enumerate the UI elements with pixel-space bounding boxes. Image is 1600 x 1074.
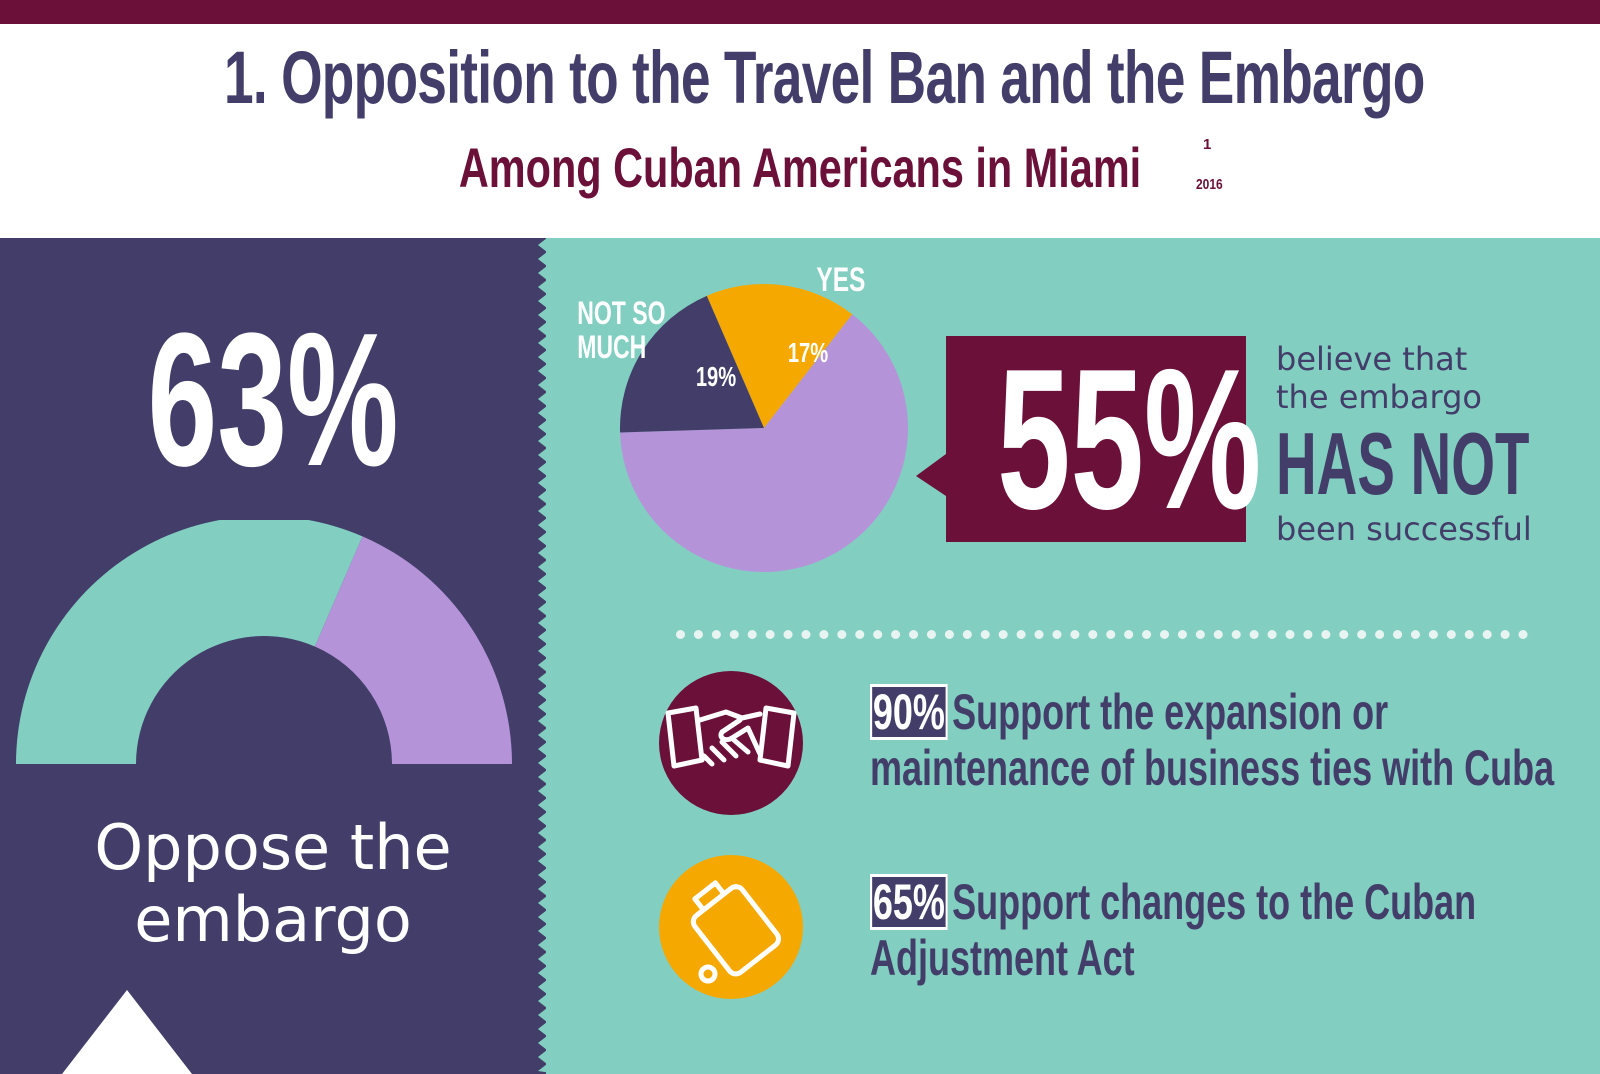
page-subtitle: Among Cuban Americans in Miami	[458, 136, 1142, 199]
page-title: 1. Opposition to the Travel Ban and the …	[224, 36, 1425, 119]
stat-business-ties: 90% Support the expansion or maintenance …	[870, 684, 1600, 796]
stat-business-line1: 90% Support the expansion or	[870, 684, 1554, 740]
pie-value-yes: 17%	[787, 337, 829, 368]
callout-line3: been successful	[1276, 510, 1532, 548]
callout-percentage: 55%	[997, 328, 1262, 551]
oppose-label-line2: embargo	[134, 883, 412, 956]
pie-label-not-so-much: NOT SO MUCH	[577, 295, 666, 365]
stat-business-line2: maintenance of business ties with Cuba	[870, 740, 1555, 796]
pie-label-yes: YES	[816, 261, 866, 299]
stat-business-text1: Support the expansion or	[952, 684, 1389, 740]
stat-adjustment-line1: 65% Support changes to the Cuban	[870, 874, 1476, 930]
handshake-icon	[659, 671, 803, 815]
stat-adjustment-text1: Support changes to the Cuban	[952, 874, 1477, 930]
oppose-label-line1: Oppose the	[94, 811, 452, 884]
callout-line2: the embargo	[1276, 378, 1482, 416]
embargo-success-pie-chart	[620, 284, 908, 572]
oppose-gauge-chart	[16, 520, 512, 764]
page-subtitle-wrap: Among Cuban Americans in Miami	[0, 128, 1600, 208]
callout-line1: believe that	[1276, 340, 1468, 378]
pie-label-not-so-much-line2: MUCH	[577, 329, 647, 365]
pie-slice-yes	[706, 284, 853, 428]
pie-slice-not-so-much	[620, 295, 764, 433]
callout-text-top: believe that the embargo	[1276, 340, 1482, 416]
zigzag-divider	[538, 238, 558, 1074]
oppose-label: Oppose the embargo	[0, 812, 546, 956]
callout-box	[916, 336, 1246, 542]
gauge-segment-oppose	[16, 520, 363, 764]
suitcase-icon	[659, 855, 803, 999]
stat-business-value: 90%	[870, 684, 948, 740]
stat-adjustment-act: 65% Support changes to the Cuban Adjustme…	[870, 874, 1600, 986]
oppose-percentage: 63%	[147, 294, 399, 506]
footnote-marker: 1	[1203, 136, 1212, 153]
survey-year: 2016	[1196, 176, 1223, 193]
stat-adjustment-value: 65%	[870, 874, 948, 930]
stat-adjustment-line2: Adjustment Act	[870, 930, 1135, 986]
dotted-divider	[676, 630, 1528, 639]
top-accent-bar	[0, 0, 1600, 24]
pie-value-not-so-much: 19%	[695, 361, 737, 392]
gauge-segment-other	[314, 536, 512, 764]
callout-emphasis: HAS NOT	[1276, 414, 1530, 513]
up-triangle-icon	[62, 990, 192, 1074]
pie-slice-other	[620, 314, 908, 572]
pie-label-not-so-much-line1: NOT SO	[577, 295, 666, 331]
